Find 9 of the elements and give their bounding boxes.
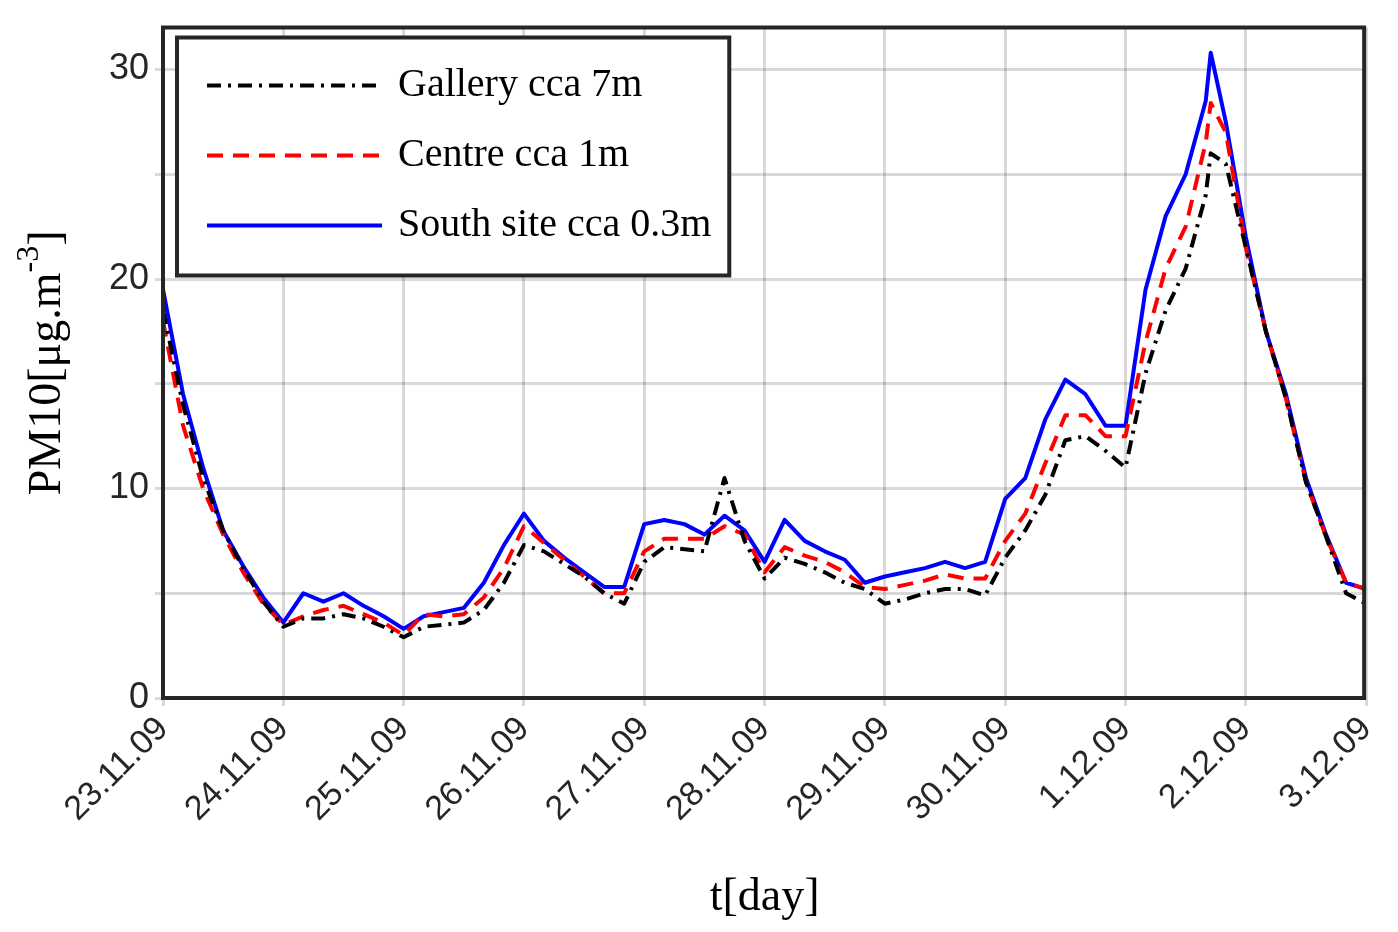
y-tick-label: 0 <box>128 674 149 716</box>
legend-label: Centre cca 1m <box>398 130 629 176</box>
legend-label: Gallery cca 7m <box>398 60 643 106</box>
x-axis-title: t[day] <box>709 869 820 921</box>
y-tick-label: 30 <box>108 46 149 88</box>
y-tick-label: 10 <box>108 465 149 507</box>
legend-label: South site cca 0.3m <box>398 200 712 246</box>
y-tick-label: 20 <box>108 255 149 297</box>
y-axis-title: PM10[μg.m-3] <box>9 230 71 496</box>
